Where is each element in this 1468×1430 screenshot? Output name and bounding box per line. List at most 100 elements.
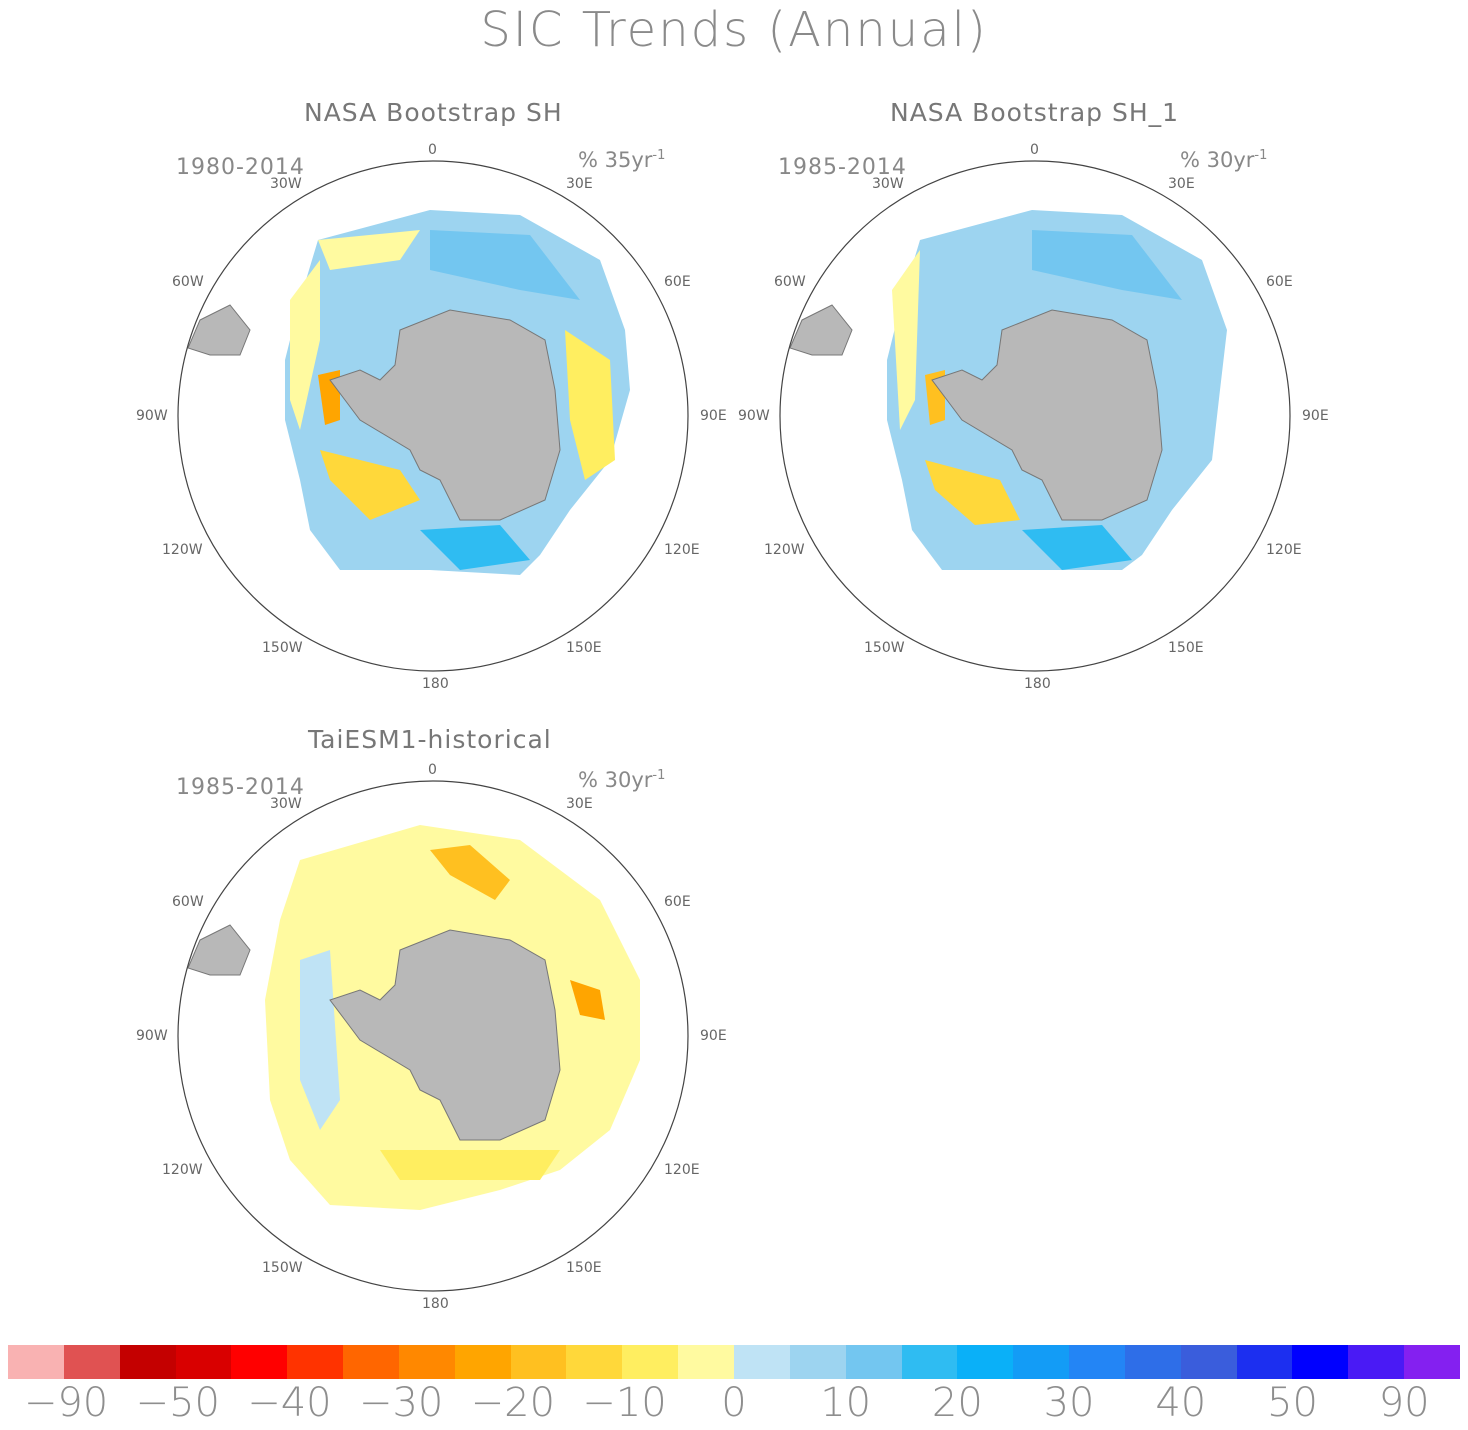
colorbar-swatch (287, 1345, 344, 1379)
colorbar-swatch (1013, 1345, 1070, 1379)
colorbar-swatch (901, 1345, 958, 1379)
colorbar-swatch (175, 1345, 232, 1379)
lon-label: 120E (1266, 542, 1302, 558)
lon-label: 120W (162, 1162, 203, 1178)
lon-label: 120W (162, 542, 203, 558)
units-label: % 30yr-1 (578, 768, 666, 792)
colorbar-tick-labels: −90 −50 −40 −30 −20 −10 0 10 20 30 40 50 90 (0, 1380, 1468, 1430)
lon-label: 120W (764, 542, 805, 558)
trend-blue-mid (1032, 230, 1182, 300)
lon-label: 90W (136, 408, 168, 424)
trend-orange-weddell (430, 845, 510, 900)
lon-label: 60E (664, 274, 691, 290)
trend-blue-mid (430, 230, 580, 300)
colorbar-swatch (510, 1345, 567, 1379)
colorbar-swatch (1180, 1345, 1237, 1379)
lon-label: 90E (1302, 408, 1329, 424)
lon-label: 30W (270, 176, 302, 192)
south-america-land (789, 304, 853, 356)
colorbar-tick-label: −20 (470, 1380, 556, 1426)
lon-label: 120E (664, 1162, 700, 1178)
trend-yellow-w (892, 250, 920, 430)
lon-label: 90E (700, 408, 727, 424)
lon-label: 60W (172, 894, 204, 910)
trend-blue-patch (300, 950, 340, 1130)
antarctica-land (329, 929, 561, 1141)
colorbar-tick-label: −90 (23, 1380, 109, 1426)
lon-label: 150E (566, 1260, 602, 1276)
south-america-land (187, 304, 251, 356)
colorbar-swatch (1292, 1345, 1349, 1379)
panel-title: TaiESM1-historical (308, 725, 552, 754)
panel-title: NASA Bootstrap SH_1 (890, 98, 1180, 127)
figure-title: SIC Trends (Annual) (480, 2, 988, 58)
colorbar-tick-label: −40 (247, 1380, 332, 1426)
trend-yellow-band (380, 1150, 560, 1180)
colorbar (8, 1345, 1460, 1379)
lon-label: 120E (664, 542, 700, 558)
lon-label: 0 (1030, 142, 1039, 158)
trend-yellow-ross (925, 460, 1020, 525)
period-label: 1980-2014 (176, 155, 305, 180)
lon-label: 90W (738, 408, 770, 424)
map-boundary (779, 160, 1291, 672)
colorbar-swatch (398, 1345, 455, 1379)
colorbar-tick-label: −50 (135, 1380, 220, 1426)
colorbar-swatch (63, 1345, 120, 1379)
colorbar-swatch (566, 1345, 623, 1379)
map-boundary (177, 780, 689, 1292)
colorbar-swatch (1404, 1345, 1460, 1379)
lon-label: 30E (566, 796, 593, 812)
colorbar-tick-label: 10 (820, 1380, 872, 1426)
colorbar-swatch (231, 1345, 288, 1379)
colorbar-tick-label: 40 (1155, 1380, 1207, 1426)
trend-yellow-w (290, 260, 320, 430)
colorbar-swatch (733, 1345, 790, 1379)
south-america-land (187, 924, 251, 976)
lon-label: 180 (422, 1296, 449, 1312)
lon-label: 30W (872, 176, 904, 192)
colorbar-swatch (1348, 1345, 1405, 1379)
colorbar-swatch (343, 1345, 399, 1379)
lon-label: 30W (270, 796, 302, 812)
map-boundary (177, 160, 689, 672)
trend-blue-dark (1022, 525, 1132, 570)
lon-label: 150E (1168, 640, 1204, 656)
colorbar-tick-label: 20 (931, 1380, 983, 1426)
colorbar-swatch (1124, 1345, 1181, 1379)
lon-label: 60W (774, 274, 806, 290)
panel-title: NASA Bootstrap SH (304, 98, 563, 127)
trend-yellow-e (565, 330, 615, 480)
colorbar-tick-label: −30 (358, 1380, 444, 1426)
trend-yellow-ross (320, 450, 420, 520)
lon-label: 150W (262, 640, 303, 656)
colorbar-swatch (8, 1345, 64, 1379)
lon-label: 150E (566, 640, 602, 656)
colorbar-swatch (957, 1345, 1014, 1379)
colorbar-tick-label: 30 (1043, 1380, 1095, 1426)
trend-orange-east (570, 980, 605, 1020)
colorbar-tick-label: 90 (1378, 1380, 1430, 1426)
units-label: % 35yr-1 (578, 148, 666, 172)
colorbar-swatch (1069, 1345, 1125, 1379)
lon-label: 150W (262, 1260, 303, 1276)
lon-label: 0 (428, 762, 437, 778)
lon-label: 0 (428, 142, 437, 158)
colorbar-swatch (789, 1345, 846, 1379)
antarctica-land (329, 309, 561, 521)
units-label: % 30yr-1 (1180, 148, 1268, 172)
lon-label: 60E (664, 894, 691, 910)
lon-label: 150W (864, 640, 905, 656)
colorbar-swatch (845, 1345, 902, 1379)
period-label: 1985-2014 (778, 155, 907, 180)
lon-label: 60E (1266, 274, 1293, 290)
colorbar-swatch (119, 1345, 176, 1379)
colorbar-swatch (622, 1345, 679, 1379)
colorbar-tick-label: 50 (1267, 1380, 1318, 1426)
lon-label: 90E (700, 1028, 727, 1044)
lon-label: 180 (1024, 676, 1051, 692)
colorbar-tick-label: −10 (582, 1380, 667, 1426)
